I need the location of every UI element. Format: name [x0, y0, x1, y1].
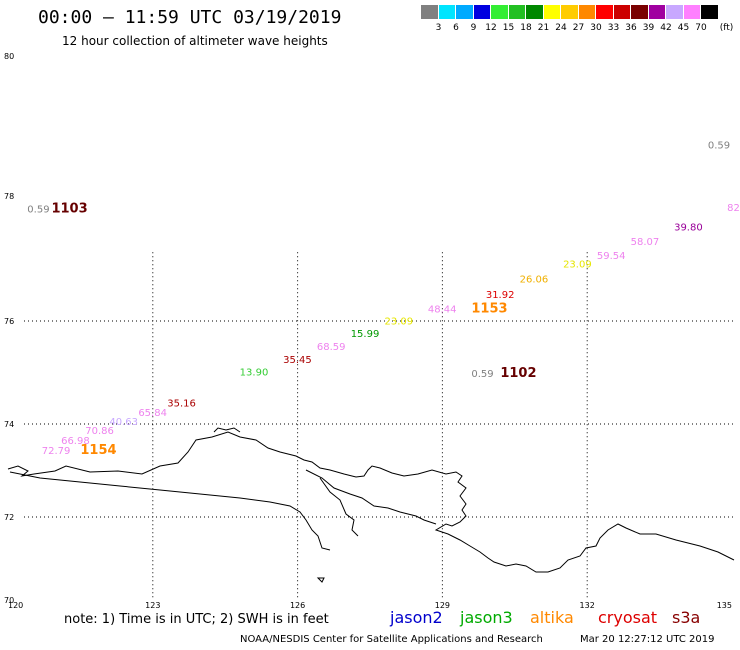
legend-label: 45: [677, 23, 690, 33]
wave-height-value: 31.92: [486, 290, 515, 301]
legend-swatch: [631, 5, 649, 19]
legend-label: 3: [435, 23, 442, 33]
generated-timestamp: Mar 20 12:27:12 UTC 2019: [580, 634, 715, 645]
legend-swatch: [578, 5, 596, 19]
wave-height-value: 58.07: [631, 237, 660, 248]
legend-label: 36: [625, 23, 637, 33]
wave-height-value: 72.79: [42, 446, 71, 457]
legend-swatch: [561, 5, 579, 19]
legend-swatch: [526, 5, 544, 19]
lat-tick-label: 80: [4, 52, 14, 61]
legend-swatch: [456, 5, 474, 19]
lat-tick-label: 78: [4, 192, 14, 201]
legend-swatch: [421, 5, 439, 19]
legend-label: 15: [502, 23, 515, 33]
legend-swatch: [648, 5, 666, 19]
wave-height-value: 0.59: [471, 369, 493, 380]
pass-time-value: 1103: [51, 201, 87, 216]
legend-swatch: [543, 5, 561, 19]
lon-tick-label: 126: [290, 601, 305, 610]
legend-label: 39: [642, 23, 655, 33]
wave-height-value: 48.44: [428, 304, 457, 315]
wave-height-value: 70.86: [85, 426, 114, 437]
legend-swatch: [596, 5, 614, 19]
map-title: 00:00 – 11:59 UTC 03/19/2019: [38, 7, 342, 28]
satellite-cryosat: cryosat: [598, 608, 658, 627]
credit-text: NOAA/NESDIS Center for Satellite Applica…: [240, 634, 543, 645]
wave-height-labels: 0.59 0.59 82 39.80 58.07 59.54 23.09 26.06 31.92…: [27, 140, 740, 457]
legend-swatch: [473, 5, 491, 19]
wave-height-value: 66.98: [61, 436, 90, 447]
lon-tick-label: 132: [580, 601, 595, 610]
wave-height-value: 23.09: [384, 317, 413, 328]
wave-height-value: 13.90: [240, 368, 269, 379]
satellite-jason2: jason2: [390, 608, 443, 627]
coastline-main: [7, 431, 735, 573]
wave-height-value: 39.80: [674, 222, 703, 233]
wave-height-value: 82: [727, 203, 740, 214]
coastline-shelf: [213, 427, 241, 433]
lon-tick-label: 135: [717, 601, 732, 610]
lon-tick-label: 123: [145, 601, 160, 610]
legend-label: 70: [695, 23, 707, 33]
legend-label: 33: [607, 23, 620, 33]
legend-label: 42: [660, 23, 672, 33]
lat-tick-label: 70: [4, 596, 14, 605]
legend-label: 18: [520, 23, 532, 33]
coastline-delta: [305, 469, 437, 525]
coastline-bay: [319, 477, 359, 537]
legend-label: 9: [470, 23, 477, 33]
legend-unit: (ft): [719, 23, 734, 33]
coastline-island: [316, 577, 325, 583]
legend-swatch: [491, 5, 509, 19]
wave-height-value: 23.09: [563, 259, 592, 270]
lat-tick-label: 76: [4, 317, 14, 326]
legend-label: 27: [572, 23, 585, 33]
legend-label: 12: [485, 23, 497, 33]
wave-height-value: 59.54: [597, 251, 626, 262]
wave-height-value: 0.59: [708, 140, 730, 151]
pass-time-labels: 1103 1153 1102 1154: [51, 201, 536, 458]
wave-height-value: 68.59: [317, 342, 346, 353]
pass-time-value: 1102: [500, 366, 536, 381]
legend-label: 6: [453, 23, 459, 33]
satellite-jason3: jason3: [460, 608, 513, 627]
legend-swatch: [701, 5, 719, 19]
pass-time-value: 1154: [80, 443, 116, 458]
legend-swatch: [508, 5, 526, 19]
legend-swatch: [683, 5, 701, 19]
satellite-altika: altika: [530, 608, 574, 627]
legend-label: 21: [537, 23, 550, 33]
wave-height-value: 35.45: [283, 355, 312, 366]
wave-height-value: 15.99: [351, 329, 380, 340]
pass-time-value: 1153: [471, 301, 507, 316]
legend-label: 24: [555, 23, 567, 33]
legend-label: 30: [590, 23, 602, 33]
coastline: [7, 427, 735, 583]
lat-tick-label: 72: [4, 513, 14, 522]
satellite-s3a: s3a: [672, 608, 701, 627]
lat-tick-label: 74: [4, 420, 14, 429]
lon-tick-label: 129: [435, 601, 450, 610]
wave-height-value: 0.59: [27, 204, 49, 215]
wave-height-value: 35.16: [167, 398, 196, 409]
map-subtitle: 12 hour collection of altimeter wave hei…: [62, 34, 328, 48]
legend-swatch: [613, 5, 631, 19]
units-note: note: 1) Time is in UTC; 2) SWH is in fe…: [64, 612, 329, 627]
wave-height-value: 40.63: [109, 417, 138, 428]
coastline-west: [9, 471, 331, 551]
wave-height-value: 65.84: [138, 408, 167, 419]
legend-swatch: [666, 5, 684, 19]
legend-swatch: [438, 5, 456, 19]
lon-tick-label: 120: [8, 601, 23, 610]
wave-height-value: 26.06: [520, 274, 549, 285]
